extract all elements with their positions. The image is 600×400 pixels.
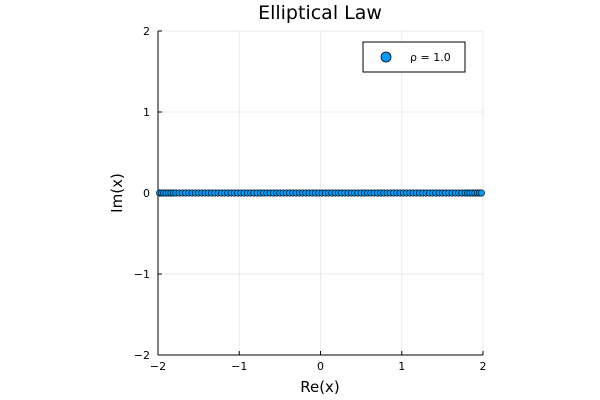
y-tick-label: 2 xyxy=(143,25,150,38)
data-points xyxy=(156,189,485,197)
legend-marker xyxy=(380,51,392,63)
y-tick-label: −1 xyxy=(134,268,150,281)
x-tick-label: 0 xyxy=(317,360,324,373)
legend: ρ = 1.0 xyxy=(362,41,466,73)
x-tick-label: 2 xyxy=(480,360,487,373)
legend-box xyxy=(362,41,466,73)
data-point xyxy=(477,189,485,197)
x-tick-label: −1 xyxy=(231,360,247,373)
tick-labels: −2 −1 0 1 2 −2 −1 0 1 2 xyxy=(134,25,487,373)
y-axis-title: Im(x) xyxy=(108,173,126,213)
y-tick-label: 0 xyxy=(143,187,150,200)
y-tick-label: −2 xyxy=(134,349,150,362)
legend-label: ρ = 1.0 xyxy=(410,51,451,64)
x-axis-title: Re(x) xyxy=(300,378,340,396)
x-tick-label: −2 xyxy=(150,360,166,373)
chart-title: Elliptical Law xyxy=(258,2,382,24)
y-tick-label: 1 xyxy=(143,106,150,119)
x-tick-label: 1 xyxy=(398,360,405,373)
